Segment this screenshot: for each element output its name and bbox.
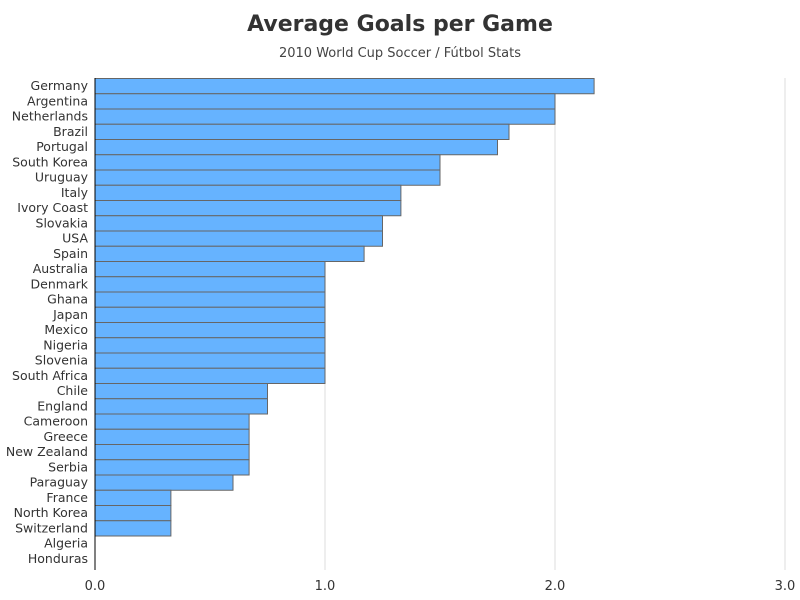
category-label: Denmark <box>31 276 89 291</box>
bar <box>94 444 250 461</box>
category-label: Nigeria <box>43 337 88 352</box>
bar <box>94 505 172 522</box>
category-label: Brazil <box>53 124 88 139</box>
category-label: France <box>46 490 88 505</box>
category-label: Switzerland <box>15 520 88 535</box>
bar <box>94 520 172 537</box>
category-label: New Zealand <box>6 444 88 459</box>
category-label: Greece <box>44 429 89 444</box>
category-label: Serbia <box>48 459 88 474</box>
bar <box>94 184 402 201</box>
category-label: Paraguay <box>30 475 89 490</box>
bar <box>94 261 326 278</box>
bar <box>94 306 326 323</box>
bars <box>94 78 595 537</box>
category-label: Spain <box>53 246 88 261</box>
bar <box>94 489 172 506</box>
category-label: Ivory Coast <box>17 200 88 215</box>
category-label: Slovakia <box>36 215 88 230</box>
bar <box>94 428 250 445</box>
bar <box>94 337 326 354</box>
category-labels: GermanyArgentinaNetherlandsBrazilPortuga… <box>6 78 89 566</box>
bar <box>94 291 326 308</box>
category-label: South Africa <box>12 368 88 383</box>
x-tick-label: 3.0 <box>775 579 796 594</box>
category-label: Portugal <box>36 139 88 154</box>
category-label: Honduras <box>28 551 88 566</box>
x-tick-label: 2.0 <box>545 579 566 594</box>
bar <box>94 352 326 369</box>
x-tick-labels: 0.0 1.0 2.0 3.0 <box>85 579 796 594</box>
category-label: Slovenia <box>35 353 88 368</box>
category-label: Germany <box>31 78 89 93</box>
bar <box>94 139 498 156</box>
bar <box>94 245 365 262</box>
category-label: Italy <box>61 185 89 200</box>
bar <box>94 169 441 186</box>
bar <box>94 154 441 171</box>
category-label: Australia <box>33 261 88 276</box>
bar <box>94 276 326 293</box>
bar <box>94 459 250 476</box>
category-label: South Korea <box>12 154 88 169</box>
bar <box>94 398 268 415</box>
category-label: USA <box>62 231 88 246</box>
category-label: Algeria <box>44 536 88 551</box>
category-label: Ghana <box>47 292 88 307</box>
bar <box>94 474 234 491</box>
bar <box>94 413 250 430</box>
bar <box>94 123 510 140</box>
category-label: Netherlands <box>12 109 88 124</box>
bar <box>94 322 326 339</box>
chart-title: Average Goals per Game <box>247 12 553 37</box>
bar <box>94 367 326 384</box>
bar <box>94 108 556 125</box>
chart-subtitle: 2010 World Cup Soccer / Fútbol Stats <box>279 46 521 61</box>
category-label: Uruguay <box>35 170 89 185</box>
bar <box>94 93 556 110</box>
category-label: Chile <box>57 383 89 398</box>
x-tick-label: 1.0 <box>315 579 336 594</box>
category-label: Cameroon <box>24 414 88 429</box>
bar <box>94 78 595 95</box>
category-label: Argentina <box>27 93 88 108</box>
category-label: North Korea <box>14 505 88 520</box>
category-label: Japan <box>52 307 88 322</box>
category-label: England <box>37 398 88 413</box>
bar <box>94 230 383 247</box>
category-label: Mexico <box>44 322 88 337</box>
bar <box>94 215 383 232</box>
x-tick-label: 0.0 <box>85 579 106 594</box>
bar <box>94 383 268 400</box>
bar <box>94 200 402 217</box>
